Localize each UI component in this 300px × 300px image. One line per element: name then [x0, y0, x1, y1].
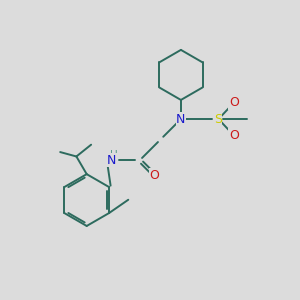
Text: O: O	[229, 129, 239, 142]
Text: O: O	[149, 169, 159, 182]
Text: S: S	[214, 112, 222, 126]
Text: O: O	[229, 96, 239, 110]
Text: H: H	[110, 150, 118, 160]
Text: N: N	[107, 154, 116, 167]
Text: N: N	[176, 112, 186, 126]
